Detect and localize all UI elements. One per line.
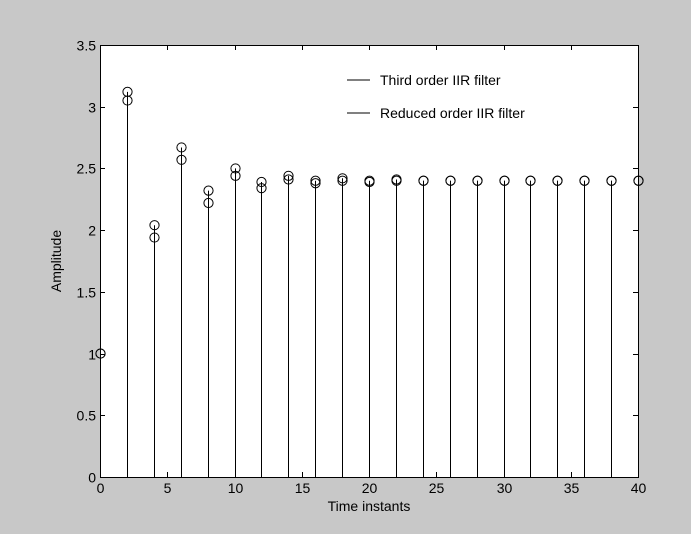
y-axis-label: Amplitude: [48, 230, 64, 292]
x-tick-label-5: 25: [429, 480, 445, 496]
marker-series1-2: [149, 232, 160, 243]
x-axis-label: Time instants: [328, 498, 411, 514]
marker-series1-9: [337, 175, 348, 186]
marker-series2-8: [310, 175, 321, 186]
marker-series1-6: [256, 183, 267, 194]
x-tick-label-7: 35: [564, 480, 580, 496]
legend-label-2: Reduced order IIR filter: [380, 105, 525, 121]
marker-series1-8: [310, 178, 321, 189]
legend: Third order IIR filter Reduced order IIR …: [347, 72, 525, 121]
marker-series2-5: [230, 163, 241, 174]
marker-series1-7: [283, 174, 294, 185]
marker-series2-14: [472, 175, 483, 186]
marker-series1-1: [122, 95, 133, 106]
marker-series2-4: [203, 185, 214, 196]
marker-series2-6: [256, 176, 267, 188]
marker-series1-4: [203, 197, 214, 209]
marker-series2-13: [445, 175, 456, 186]
marker-series2-3: [176, 142, 187, 153]
x-tick-label-0: 0: [97, 480, 105, 496]
y-tick-label-2: 1: [88, 347, 96, 363]
x-tick-label-2: 10: [228, 480, 244, 496]
marker-series2-7: [283, 170, 294, 181]
x-tick-label-8: 40: [631, 480, 647, 496]
y-tick-label-5: 2.5: [77, 161, 97, 177]
marker-series2-2: [149, 220, 160, 231]
marker-series2-1: [122, 86, 133, 98]
y-tick-label-1: 0.5: [77, 408, 97, 424]
ticks-layer: 0 5 10 15 20 25 30 35 40 0 0.5 1 1.5 2 2.5 3 3.5: [77, 38, 647, 497]
marker-series1-3: [176, 154, 187, 165]
marker-series2-16: [525, 175, 536, 186]
marker-series2-9: [337, 173, 348, 184]
marker-series2-10: [364, 175, 375, 186]
markers-layer: [95, 86, 644, 359]
x-tick-label-1: 5: [164, 480, 172, 496]
x-tick-label-6: 30: [497, 480, 513, 496]
y-tick-label-0: 0: [88, 470, 96, 486]
x-tick-label-4: 20: [362, 480, 378, 496]
marker-series2-12: [418, 175, 429, 186]
x-tick-label-3: 15: [295, 480, 311, 496]
y-tick-label-6: 3: [88, 100, 96, 116]
legend-label-1: Third order IIR filter: [380, 72, 501, 88]
marker-series2-17: [552, 175, 563, 186]
y-tick-label-7: 3.5: [77, 38, 97, 54]
stems-layer: [100, 91, 639, 477]
marker-series2-18: [579, 175, 590, 186]
marker-series2-15: [499, 175, 510, 186]
marker-series2-19: [606, 175, 617, 186]
y-tick-label-3: 1.5: [77, 285, 97, 301]
marker-series2-11: [391, 174, 402, 185]
marker-series1-5: [230, 170, 241, 181]
y-tick-label-4: 2: [88, 223, 96, 239]
